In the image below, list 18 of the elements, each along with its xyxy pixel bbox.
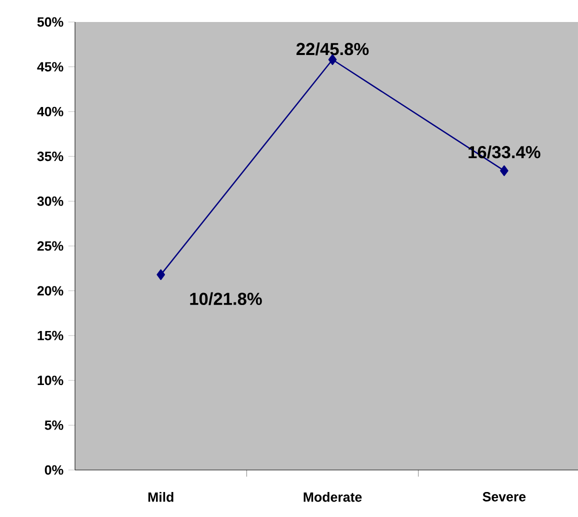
y-tick-label: 15% xyxy=(38,330,64,340)
y-tick-label: 30% xyxy=(37,196,64,206)
y-tick-label: 45% xyxy=(37,62,64,72)
x-tick-label: Moderate xyxy=(304,492,362,502)
x-tick-label: Severe xyxy=(482,492,526,502)
y-tick-label: 35% xyxy=(37,152,64,162)
point xyxy=(500,165,508,176)
x-tick-label: Mild xyxy=(148,492,174,502)
y-tick-label: 10% xyxy=(38,376,64,386)
text: 10/21.8% xyxy=(190,292,262,306)
y-tick-label: 0% xyxy=(44,465,64,475)
y-tick-label: 5% xyxy=(44,420,64,430)
point xyxy=(156,269,166,280)
y-tick-label: 20% xyxy=(37,286,64,296)
y-tick-label: 25% xyxy=(37,241,64,251)
text: 22/45.8% xyxy=(296,42,369,56)
y-tick-label: 50% xyxy=(37,17,64,27)
y-tick-label: 40% xyxy=(37,106,64,116)
